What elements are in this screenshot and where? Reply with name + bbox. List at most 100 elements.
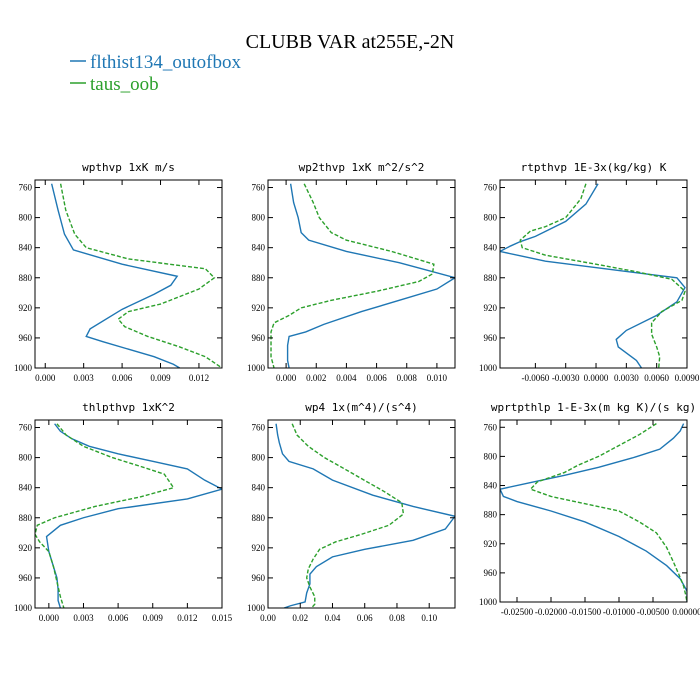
y-tick-label: 920 — [484, 539, 498, 549]
series-line-taus-oob — [519, 183, 686, 368]
axis-frame — [34, 419, 223, 609]
x-tick-label: 0.009 — [143, 613, 164, 623]
y-tick-label: 920 — [19, 303, 33, 313]
axis-frame — [267, 419, 456, 609]
y-tick-label: 1000 — [14, 603, 33, 613]
y-tick-label: 920 — [19, 543, 33, 553]
y-tick-label: 840 — [484, 481, 498, 491]
y-tick-label: 840 — [484, 243, 498, 253]
panel-1: wpthvp 1xK m/s76080084088092096010000.00… — [14, 161, 223, 383]
y-tick-label: 960 — [19, 573, 33, 583]
x-tick-label: 0.000 — [39, 613, 60, 623]
y-tick-label: 880 — [19, 513, 33, 523]
x-tick-label: 0.002 — [306, 373, 326, 383]
y-tick-label: 880 — [484, 510, 498, 520]
x-tick-label: 0.0060 — [644, 373, 669, 383]
series-line-flthist134 — [286, 183, 455, 368]
y-tick-label: 1000 — [479, 363, 498, 373]
series-line-taus-oob — [529, 423, 687, 602]
y-tick-label: 920 — [484, 303, 498, 313]
panel-3: rtpthvp 1E-3x(kg/kg) K 760 800 840 880 920 960… — [479, 161, 700, 383]
series-line-flthist134 — [275, 423, 455, 608]
y-tick-label: 840 — [19, 243, 33, 253]
x-tick-label: -0.0060 — [522, 373, 550, 383]
x-tick-label: 0.10 — [421, 613, 437, 623]
x-tick-label: -0.0030 — [552, 373, 580, 383]
series-line-flthist134 — [50, 183, 181, 368]
x-tick-label: 0.006 — [112, 373, 133, 383]
x-tick-label: 0.006 — [366, 373, 387, 383]
y-tick-label: 920 — [252, 303, 266, 313]
x-tick-label: 0.000 — [276, 373, 297, 383]
y-tick-label: 800 — [19, 213, 33, 223]
y-tick-label: 800 — [484, 213, 498, 223]
y-tick-label: 760 — [252, 183, 266, 193]
panel-title: thlpthvp 1xK^2 — [82, 401, 175, 414]
panel-6: wprtpthlp 1-E-3x(m kg K)/(s kg) 760 800 840… — [479, 401, 700, 617]
y-tick-label: 1000 — [247, 363, 266, 373]
x-tick-label: 0.003 — [74, 373, 95, 383]
y-tick-label: 1000 — [479, 597, 498, 607]
y-tick-label: 960 — [484, 333, 498, 343]
panel-title: wp2thvp 1xK m^2/s^2 — [299, 161, 425, 174]
panel-2: wp2thvp 1xK m^2/s^2 760 800 840 880 920 960 100… — [247, 161, 456, 383]
x-tick-label: 0.0000 — [584, 373, 609, 383]
series-line-taus-oob — [291, 423, 405, 608]
x-tick-label: 0.006 — [108, 613, 129, 623]
y-tick-label: 880 — [484, 273, 498, 283]
x-tick-label: -0.00500 — [637, 607, 670, 617]
axis-frame — [34, 179, 223, 369]
x-tick-label: -0.01000 — [603, 607, 636, 617]
y-tick-label: 960 — [19, 333, 33, 343]
y-tick-label: 760 — [484, 183, 498, 193]
x-tick-label: -0.01500 — [569, 607, 602, 617]
x-tick-label: 0.003 — [73, 613, 94, 623]
y-tick-label: 760 — [19, 423, 33, 433]
y-tick-label: 800 — [252, 213, 266, 223]
x-tick-label: 0.00000 — [672, 607, 700, 617]
x-tick-label: 0.0090 — [675, 373, 700, 383]
legend-label-flthist134: flthist134_outofbox — [90, 52, 241, 73]
x-tick-label: 0.0030 — [614, 373, 639, 383]
y-tick-label: 920 — [252, 543, 266, 553]
series-line-taus-oob — [59, 183, 222, 368]
axis-frame — [499, 179, 688, 369]
panel-4: thlpthvp 1xK^2 760 800 840 880 920 960 1000 0.00… — [14, 401, 233, 623]
series-line-flthist134 — [500, 423, 687, 602]
y-tick-label: 960 — [252, 573, 266, 583]
panel-5: wp4 1x(m^4)/(s^4)76080084088092096010000… — [247, 401, 456, 623]
x-tick-label: 0.02 — [292, 613, 308, 623]
axis-frame — [267, 179, 456, 369]
y-tick-label: 800 — [19, 453, 33, 463]
series-line-taus-oob — [270, 183, 435, 368]
x-tick-label: -0.02000 — [535, 607, 568, 617]
panel-title: wpthvp 1xK m/s — [82, 161, 175, 174]
y-tick-label: 800 — [252, 453, 266, 463]
x-tick-label: 0.008 — [397, 373, 418, 383]
y-tick-label: 880 — [252, 273, 266, 283]
y-tick-label: 760 — [19, 183, 33, 193]
x-tick-label: -0.02500 — [501, 607, 534, 617]
x-tick-label: 0.010 — [427, 373, 448, 383]
y-tick-label: 840 — [252, 483, 266, 493]
y-tick-label: 960 — [252, 333, 266, 343]
y-tick-label: 760 — [252, 423, 266, 433]
y-tick-label: 880 — [19, 273, 33, 283]
x-tick-label: 0.04 — [325, 613, 341, 623]
x-tick-label: 0.015 — [212, 613, 233, 623]
x-tick-label: 0.009 — [150, 373, 171, 383]
axis-frame — [499, 419, 688, 603]
x-tick-label: 0.004 — [336, 373, 357, 383]
x-tick-label: 0.012 — [177, 613, 197, 623]
series-line-flthist134 — [45, 423, 222, 608]
y-tick-label: 840 — [252, 243, 266, 253]
series-line-flthist134 — [500, 183, 686, 368]
y-tick-label: 800 — [484, 451, 498, 461]
legend-label-taus-oob: taus_oob — [90, 74, 159, 95]
panel-title: wprtpthlp 1-E-3x(m kg K)/(s kg) — [491, 401, 696, 414]
y-tick-label: 880 — [252, 513, 266, 523]
x-tick-label: 0.00 — [260, 613, 276, 623]
x-tick-label: 0.012 — [189, 373, 209, 383]
legend: flthist134_outofbox taus_oob — [70, 52, 241, 95]
